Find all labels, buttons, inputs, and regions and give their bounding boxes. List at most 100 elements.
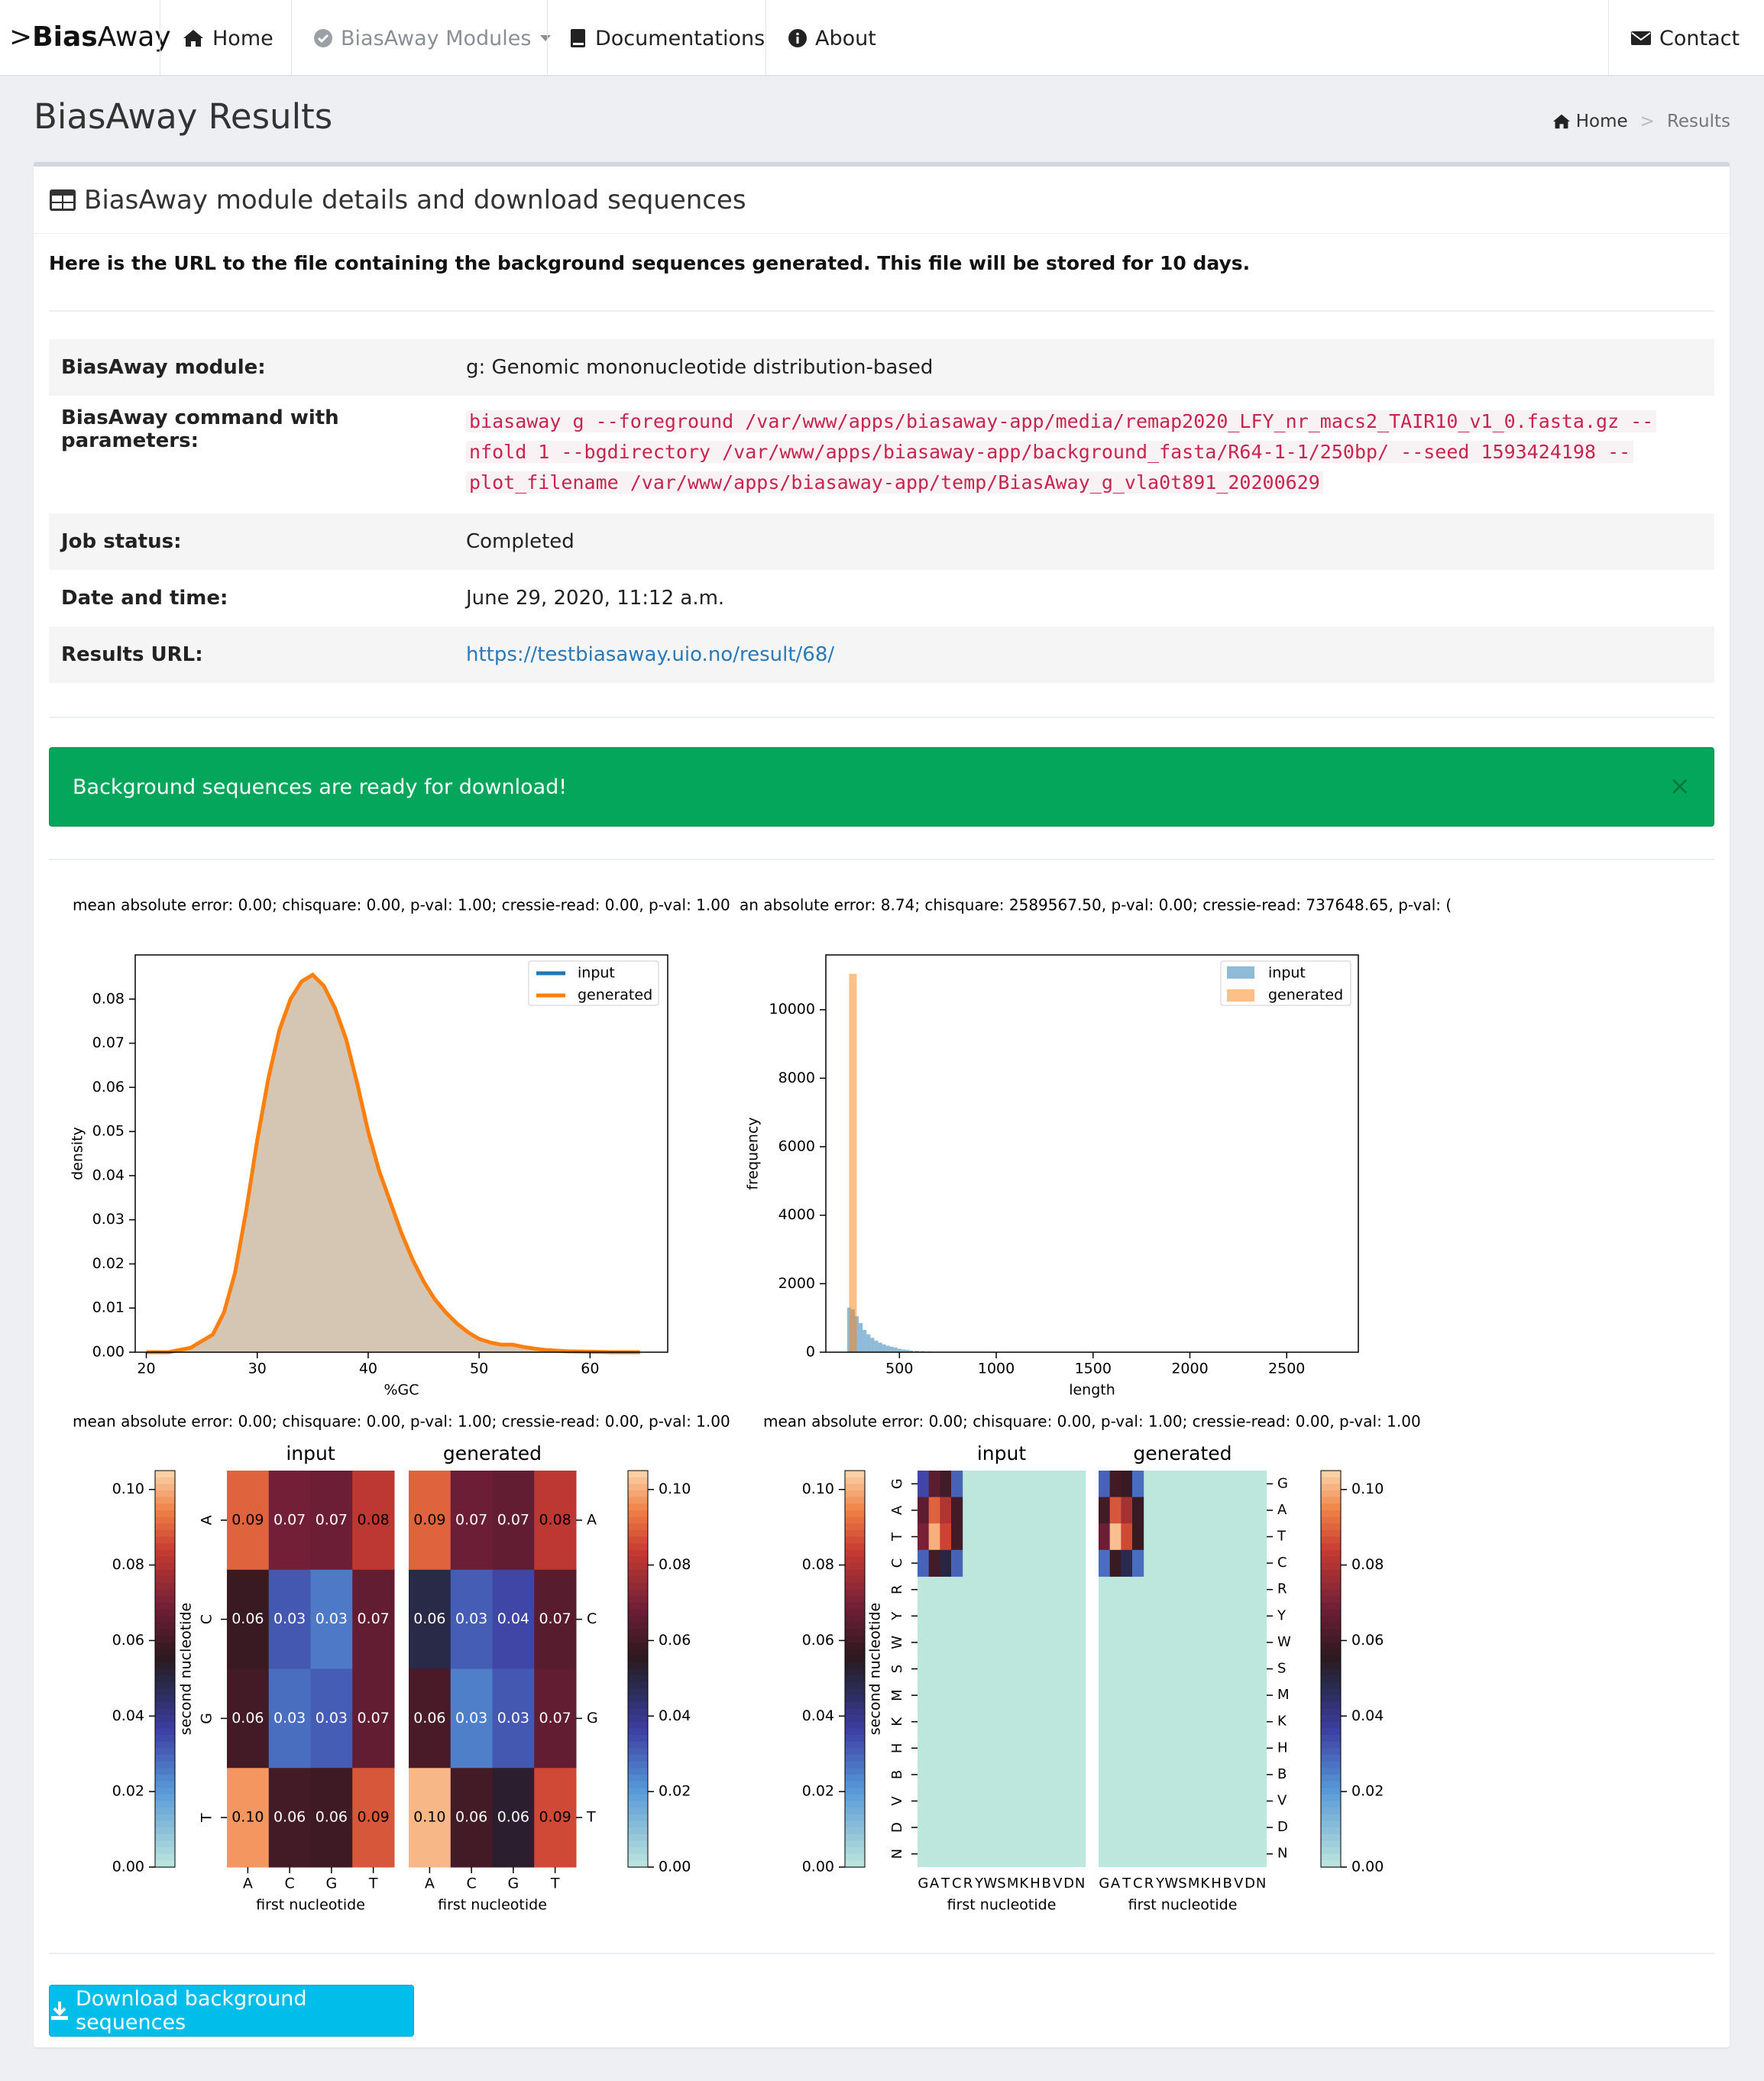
colorbar-segment	[845, 1536, 865, 1545]
download-button-label: Download background sequences	[76, 1987, 307, 2034]
heatmap-cell	[227, 1768, 270, 1868]
x-tick-label: M	[1007, 1875, 1019, 1892]
heatmap-cell	[310, 1668, 353, 1769]
x-tick-label: B	[1041, 1875, 1050, 1892]
heatmap-cell-label: 0.08	[357, 1511, 389, 1528]
heatmap-cell	[1121, 1523, 1133, 1551]
y-tick-label: A	[587, 1511, 597, 1528]
home-icon	[1552, 114, 1570, 129]
colorbar-segment	[845, 1853, 865, 1862]
colorbar-segment	[845, 1616, 865, 1623]
colorbar-segment	[155, 1781, 175, 1789]
download-button[interactable]: Download background sequences	[49, 1985, 414, 2037]
colorbar-segment	[628, 1788, 648, 1795]
nav-contact[interactable]: Contact	[1608, 0, 1764, 76]
nav-documentations[interactable]: Documentations	[547, 0, 765, 76]
colorbar-segment	[155, 1629, 175, 1637]
heatmap-background	[1099, 1471, 1267, 1867]
nav-home[interactable]: Home	[160, 0, 314, 76]
heatmap-cell	[352, 1768, 395, 1868]
y-tick-label: A	[199, 1515, 215, 1525]
colorbar-segment	[628, 1808, 648, 1815]
row-key: Results URL:	[61, 643, 203, 666]
y-axis-label: second nucleotide	[178, 1603, 195, 1735]
colorbar-segment	[628, 1523, 648, 1531]
colorbar-segment	[155, 1649, 175, 1657]
heatmap-cell	[940, 1497, 952, 1524]
heatmap-cell-label: 0.07	[455, 1511, 487, 1528]
results-url-link[interactable]: https://testbiasaway.uio.no/result/68/	[466, 643, 835, 666]
colorbar-segment	[155, 1583, 175, 1591]
colorbar-tick-label: 0.10	[659, 1481, 691, 1497]
colorbar-segment	[845, 1668, 865, 1677]
info-icon	[788, 28, 808, 48]
colorbar-segment	[155, 1622, 175, 1630]
colorbar-segment	[155, 1794, 175, 1802]
y-tick-label: C	[1277, 1555, 1287, 1571]
table-row: Results URL: https://testbiasaway.uio.no…	[49, 626, 1714, 683]
x-tick-label: W	[983, 1875, 997, 1892]
colorbar-segment	[845, 1622, 865, 1630]
colorbar-segment	[845, 1484, 865, 1491]
heatmap-cell	[268, 1471, 311, 1571]
heatmap-cell-label: 0.06	[231, 1710, 264, 1727]
heatmap-cell	[1099, 1497, 1111, 1524]
colorbar-segment	[155, 1490, 175, 1498]
heatmap-cell-label: 0.07	[357, 1710, 389, 1727]
bar-input	[914, 1351, 919, 1352]
colorbar-segment	[155, 1827, 175, 1835]
nav-home-label: Home	[212, 26, 274, 50]
colorbar-segment	[845, 1814, 865, 1822]
y-tick-label: 0.02	[92, 1255, 125, 1272]
brand-logo[interactable]: >BiasAway	[9, 21, 171, 53]
x-tick-label: S	[997, 1875, 1005, 1892]
panel-title: generated	[443, 1442, 542, 1464]
nav-about[interactable]: About	[765, 0, 892, 76]
colorbar-segment	[845, 1768, 865, 1775]
colorbar-segment	[1321, 1503, 1341, 1511]
panel-header: BiasAway module details and download seq…	[34, 167, 1730, 234]
x-tick-label: T	[550, 1875, 560, 1892]
y-tick-label: K	[889, 1717, 905, 1727]
colorbar-segment	[1321, 1583, 1341, 1591]
heatmap-cell	[492, 1569, 535, 1669]
colorbar-segment	[155, 1569, 175, 1578]
colorbar-segment	[845, 1701, 865, 1710]
colorbar-segment	[628, 1629, 648, 1637]
bar-input	[921, 1351, 925, 1352]
x-tick-label: 60	[581, 1361, 599, 1377]
x-tick-label: T	[1122, 1875, 1131, 1892]
colorbar-segment	[845, 1471, 865, 1478]
colorbar-segment	[1321, 1636, 1341, 1643]
heatmap-cell	[534, 1471, 577, 1571]
breadcrumb-home[interactable]: Home	[1552, 112, 1628, 131]
heatmap-cell-label: 0.09	[231, 1511, 264, 1528]
colorbar-segment	[155, 1754, 175, 1762]
colorbar-segment	[845, 1609, 865, 1617]
close-icon[interactable]: ×	[1669, 771, 1691, 801]
legend-swatch-generated	[1227, 989, 1254, 1002]
colorbar-segment	[155, 1675, 175, 1683]
colorbar-segment	[628, 1477, 648, 1485]
bar-input	[855, 1316, 859, 1352]
colorbar-segment	[845, 1596, 865, 1604]
heatmap-cell	[492, 1471, 535, 1571]
colorbar-segment	[628, 1688, 648, 1697]
bar-input	[889, 1346, 894, 1352]
heatmap-cell-label: 0.06	[316, 1809, 348, 1826]
command-text: biasaway g --foreground /var/www/apps/bi…	[466, 406, 1714, 498]
nav-biasaway-modules[interactable]: BiasAway Modules	[291, 0, 552, 76]
x-tick-label: Y	[1155, 1875, 1165, 1892]
heatmap-cell	[409, 1471, 452, 1571]
y-tick-label: 8000	[778, 1070, 815, 1086]
table-row: Job status: Completed	[49, 513, 1714, 570]
colorbar-segment	[155, 1616, 175, 1623]
panel-title: generated	[1133, 1442, 1232, 1464]
table-row: BiasAway command with parameters: biasaw…	[49, 396, 1714, 513]
heatmap-cell-label: 0.06	[231, 1610, 264, 1627]
table-row: BiasAway module: g: Genomic mononucleoti…	[49, 339, 1714, 396]
heatmap-cell	[409, 1768, 452, 1868]
colorbar-segment	[155, 1516, 175, 1525]
colorbar-segment	[1321, 1642, 1341, 1650]
colorbar-segment	[628, 1695, 648, 1703]
